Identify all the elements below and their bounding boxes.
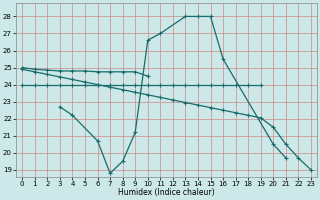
X-axis label: Humidex (Indice chaleur): Humidex (Indice chaleur): [118, 188, 215, 197]
